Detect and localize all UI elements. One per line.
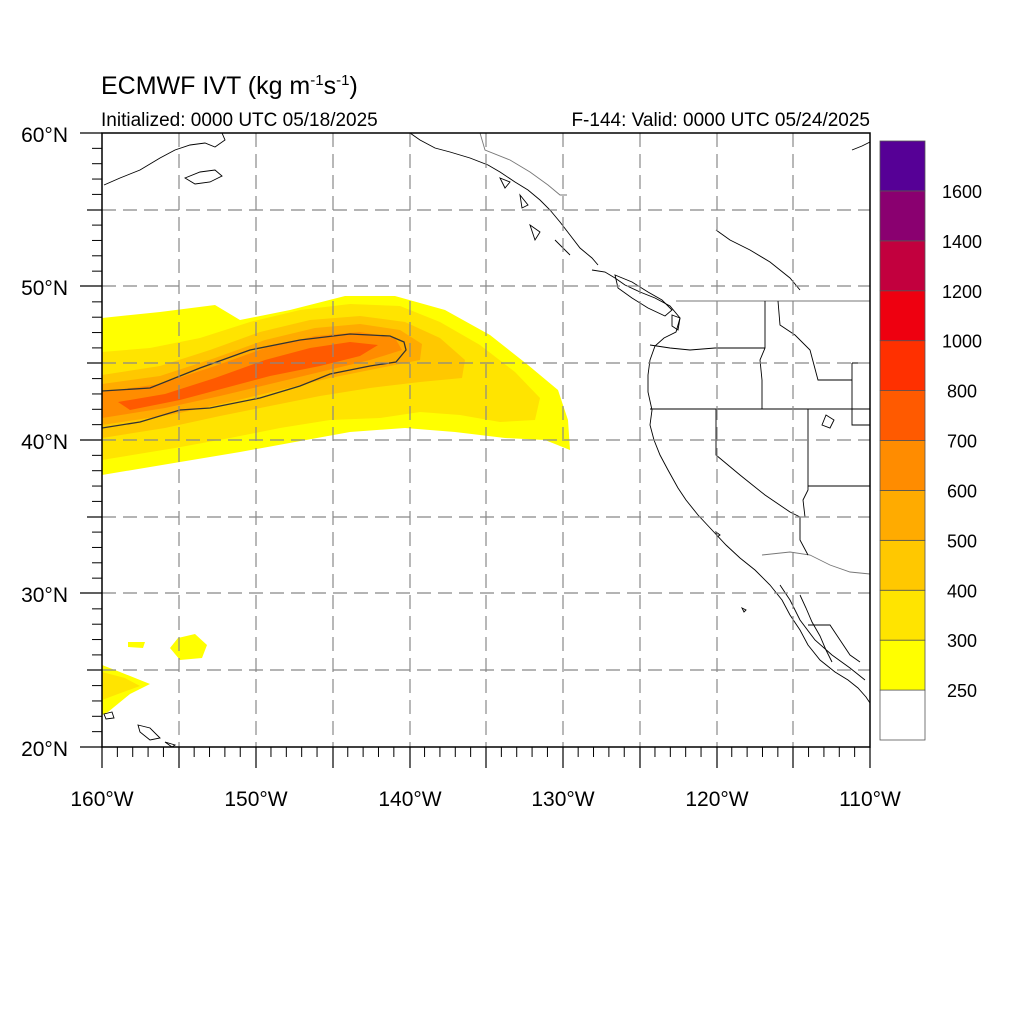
colorbar-label: 800 [947, 382, 977, 402]
colorbar-swatch [879, 539, 926, 591]
colorbar-swatch [879, 190, 926, 242]
colorbar-swatch [879, 639, 926, 691]
colorbar-label: 400 [947, 581, 977, 601]
coastlines [103, 133, 870, 747]
map-title: ECMWF IVT (kg m-1s-1) [101, 72, 358, 100]
colorbar-label: 250 [947, 681, 977, 701]
axis-ticks [80, 132, 871, 768]
colorbar-label: 1600 [942, 182, 982, 202]
lon-label: 160°W [70, 788, 133, 811]
colorbar-label: 300 [947, 631, 977, 651]
minor-ticks [92, 147, 856, 757]
lon-label: 120°W [685, 788, 748, 811]
lat-label: 20°N [21, 738, 68, 761]
lat-labels: 20°N 30°N 40°N 50°N 60°N [21, 124, 68, 761]
ivt-700-region [118, 342, 378, 410]
colorbar-swatch [879, 290, 926, 342]
lon-label: 150°W [224, 788, 287, 811]
lat-label: 50°N [21, 277, 68, 300]
colorbar-label: 1000 [942, 332, 982, 352]
colorbar-swatch [879, 390, 926, 441]
ivt-contour-line [102, 333, 407, 429]
colorbar-label: 600 [947, 481, 977, 501]
colorbar-label: 1400 [942, 232, 982, 252]
lon-labels: 160°W 150°W 140°W 130°W 120°W 110°W [70, 788, 901, 811]
colorbar-swatch [879, 340, 926, 391]
lat-label: 40°N [21, 431, 68, 454]
colorbar-swatch [879, 440, 926, 491]
colorbar-swatch [879, 140, 926, 192]
ivt-field [102, 296, 570, 715]
graticule [102, 133, 870, 747]
ivt-300-region [102, 672, 140, 700]
lon-label: 110°W [839, 788, 901, 811]
valid-time-label: F-144: Valid: 0000 UTC 05/24/2025 [571, 110, 870, 131]
colorbar: 250 300 400 500 600 700 800 1000 1200 1400 1600 [879, 140, 982, 741]
ivt-250-region [128, 642, 145, 648]
colorbar-swatch [879, 240, 926, 292]
colorbar-label: 700 [947, 432, 977, 452]
lon-label: 130°W [531, 788, 594, 811]
colorbar-swatch [879, 490, 926, 541]
colorbar-label: 1200 [942, 282, 982, 302]
colorbar-swatch [879, 689, 926, 741]
colorbar-swatch [879, 589, 926, 641]
lat-label: 30°N [21, 584, 68, 607]
ivt-250-region [170, 634, 207, 660]
lon-label: 140°W [378, 788, 441, 811]
colorbar-label: 500 [947, 531, 977, 551]
lat-label: 60°N [21, 124, 68, 147]
initialized-label: Initialized: 0000 UTC 05/18/2025 [101, 110, 378, 131]
